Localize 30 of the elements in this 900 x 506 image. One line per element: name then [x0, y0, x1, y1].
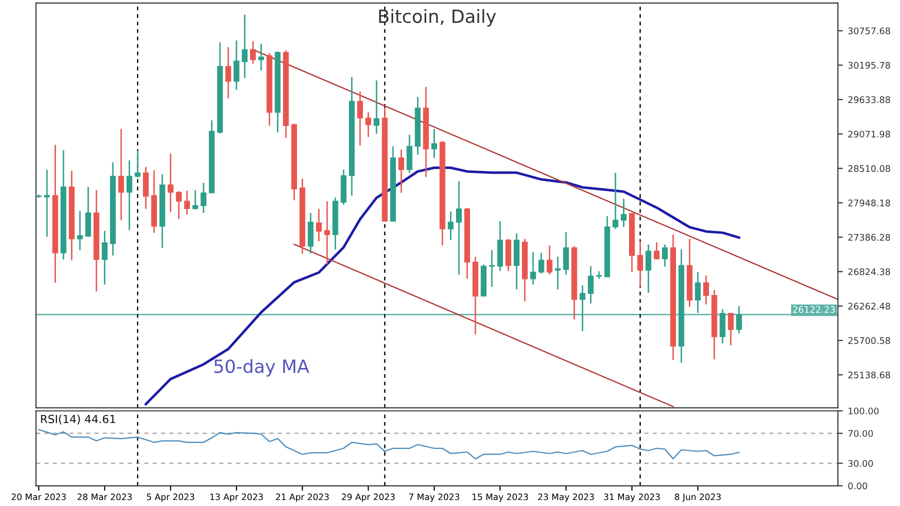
x-tick-label: 5 Apr 2023 — [146, 494, 194, 502]
y-tick-label: 27386.28 — [848, 234, 890, 241]
y-tick-label: 25700.58 — [848, 337, 890, 344]
x-tick-label: 21 Apr 2023 — [276, 494, 329, 502]
series-label: 50-day MA — [214, 359, 310, 377]
x-tick-label: 15 May 2023 — [472, 494, 528, 502]
x-tick-label: 28 Mar 2023 — [78, 494, 132, 500]
y-tick-label: 30757.68 — [848, 27, 890, 34]
x-tick-label: 13 Apr 2023 — [210, 494, 263, 502]
y-tick-label: 26262.48 — [848, 302, 890, 310]
x-tick-label: 7 May 2023 — [409, 494, 460, 502]
y-tick-label: 28510.08 — [848, 165, 890, 172]
y-tick-label: 70.00 — [848, 430, 873, 437]
y-tick-label: 27948.18 — [848, 200, 890, 206]
y-tick-label: 0.00 — [848, 482, 868, 490]
x-tick-label: 29 Apr 2023 — [342, 494, 395, 502]
y-tick-label: 29071.98 — [848, 130, 890, 138]
ref-line-label: 26122.23 — [793, 306, 835, 313]
y-tick-label: 30195.78 — [848, 62, 890, 69]
chart-title: RSI(14) 44.61 — [41, 414, 116, 425]
x-tick-label: 23 May 2023 — [538, 494, 594, 502]
x-tick-label: 31 May 2023 — [604, 494, 660, 502]
y-tick-label: 30.00 — [848, 460, 873, 467]
x-tick-label: 8 Jun 2023 — [674, 494, 721, 502]
x-tick-label: 20 Mar 2023 — [12, 494, 66, 500]
y-tick-label: 100.00 — [848, 408, 879, 414]
chart-title: Bitcoin, Daily — [379, 9, 496, 27]
y-tick-label: 29633.88 — [848, 96, 890, 104]
y-tick-label: 26824.38 — [848, 268, 890, 276]
y-tick-label: 25138.68 — [848, 372, 890, 378]
